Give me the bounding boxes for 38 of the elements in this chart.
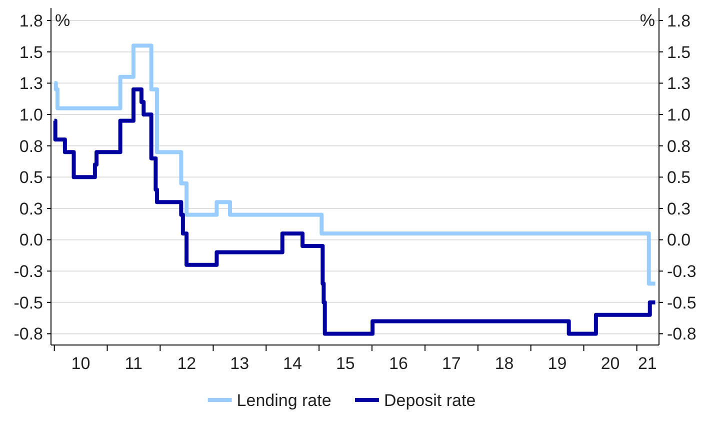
legend-label: Deposit rate bbox=[384, 390, 476, 410]
y-tick-label: 1.5 bbox=[19, 42, 43, 62]
y2-tick-label: 1.5 bbox=[667, 42, 691, 62]
x-tick-label: 17 bbox=[442, 354, 461, 373]
y2-tick-label: 1.0 bbox=[667, 105, 691, 124]
y-tick-label: 0.5 bbox=[19, 168, 43, 188]
x-tick-label: 16 bbox=[389, 354, 408, 373]
x-tick-label: 13 bbox=[230, 354, 250, 373]
x-tick-label: 19 bbox=[548, 354, 567, 373]
x-tick-label: 18 bbox=[494, 354, 514, 373]
y-tick-label: -0.3 bbox=[14, 262, 43, 282]
legend-label: Lending rate bbox=[236, 390, 332, 410]
x-tick-label: 20 bbox=[600, 354, 620, 373]
y2-tick-label: 0.3 bbox=[667, 199, 691, 218]
y-tick-label: 1.3 bbox=[19, 74, 43, 94]
y2-tick-label: 0.8 bbox=[667, 136, 691, 156]
y2-tick-label: -0.5 bbox=[667, 293, 696, 312]
y-tick-label: 0.3 bbox=[19, 199, 43, 218]
y2-tick-label: -0.3 bbox=[667, 262, 696, 282]
y-tick-label: 1.8 bbox=[19, 11, 43, 30]
y-tick-label: -0.5 bbox=[14, 293, 43, 312]
x-tick-label: 11 bbox=[124, 354, 142, 373]
y2-tick-label: -0.8 bbox=[667, 324, 696, 344]
y-tick-label: 1.0 bbox=[19, 105, 43, 124]
y2-axis-title: % bbox=[640, 11, 655, 30]
x-tick-label: 15 bbox=[336, 354, 355, 373]
y2-tick-label: 0.5 bbox=[667, 168, 691, 188]
x-tick-label: 21 bbox=[638, 354, 657, 373]
y2-tick-label: 1.8 bbox=[667, 11, 691, 30]
y-tick-label: 0.0 bbox=[19, 230, 43, 250]
x-tick-label: 14 bbox=[283, 354, 302, 373]
x-tick-label: 10 bbox=[71, 354, 90, 373]
y-tick-label: -0.8 bbox=[14, 324, 43, 344]
y-axis-title: % bbox=[55, 11, 70, 30]
x-tick-label: 12 bbox=[177, 354, 196, 373]
y2-tick-label: 0.0 bbox=[667, 230, 691, 250]
y2-tick-label: 1.3 bbox=[667, 74, 691, 94]
y-tick-label: 0.8 bbox=[19, 136, 43, 156]
